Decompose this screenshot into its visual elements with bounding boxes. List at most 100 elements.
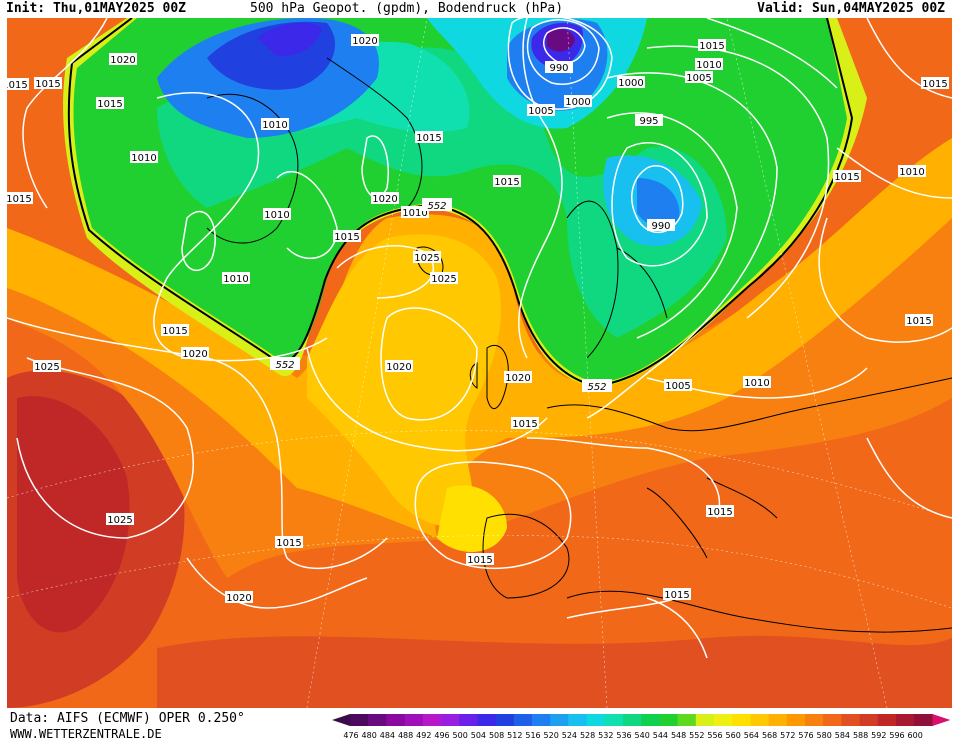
isobar-label: 1005 — [528, 106, 553, 117]
isobar-label-box — [33, 360, 61, 372]
scandinavian-low-center — [637, 178, 680, 228]
isobar-label-box — [371, 192, 399, 204]
isobar-label-box — [106, 513, 134, 525]
isobar-label-box — [130, 151, 158, 163]
isobar-label: 990 — [549, 63, 568, 74]
colorbar-tick-label: 576 — [798, 731, 813, 740]
isobar-label-box — [898, 165, 926, 177]
colorbar-tick-label: 528 — [580, 731, 595, 740]
colorbar-cell — [422, 714, 442, 726]
colorbar-tick-label: 512 — [507, 731, 522, 740]
isobar-label: 1015 — [494, 177, 519, 188]
website-label: WWW.WETTERZENTRALE.DE — [10, 727, 162, 741]
isobar-label: 1020 — [182, 349, 207, 360]
colorbar-tick-label: 504 — [471, 731, 486, 740]
colorbar-cell — [896, 714, 915, 726]
colorbar-cell — [659, 714, 679, 726]
colorbar-tick-label: 588 — [853, 731, 868, 740]
isobar-label: 1015 — [699, 41, 724, 52]
colorbar-tick-label: 584 — [835, 731, 850, 740]
isobar-label-box — [413, 251, 441, 263]
isobar-label-box — [275, 536, 303, 548]
isobar-label-box — [663, 588, 691, 600]
contour-552-label: 552 — [275, 360, 294, 371]
isobar-label-box — [181, 347, 209, 359]
colorbar-tick-label: 544 — [653, 731, 668, 740]
contour-552-label-box — [270, 357, 300, 370]
isobar-label: 1010 — [131, 153, 156, 164]
isobar-label: 1010 — [262, 120, 287, 131]
colorbar: 476 480 484 488 492 496 500 504 508 512 516 520 524 5… — [332, 714, 951, 740]
isobar-label: 1020 — [505, 373, 530, 384]
colorbar-cell — [532, 714, 551, 726]
colorbar-tick-label: 488 — [398, 731, 413, 740]
isobar-label: 1000 — [565, 97, 590, 108]
colorbar-cell — [768, 714, 788, 726]
isobar-label: 1015 — [162, 326, 187, 337]
colorbar-tick-label: 496 — [434, 731, 449, 740]
colorbar-cell — [368, 714, 387, 726]
isobar-label-box — [905, 314, 933, 326]
colorbar-cell — [604, 714, 624, 726]
isobar-label: 1015 — [467, 555, 492, 566]
contour-552-label-3: 552 — [587, 382, 606, 393]
isobar-label: 995 — [639, 116, 658, 127]
isobar-label-box — [415, 131, 443, 143]
colorbar-cell — [586, 714, 606, 726]
colorbar-tick-label: 540 — [635, 731, 650, 740]
isobar-label: 1010 — [744, 378, 769, 389]
isobar-label-box — [504, 371, 532, 383]
colorbar-cell — [841, 714, 861, 726]
isobar-label: 1010 — [899, 167, 924, 178]
isobars — [7, 18, 952, 659]
isobar-label-box — [564, 95, 592, 107]
isobar-label: 1015 — [7, 80, 28, 91]
isobar-label: 1015 — [922, 79, 947, 90]
isobar-label-box — [351, 34, 379, 46]
colorbar-tick-label: 484 — [380, 731, 395, 740]
colorbar-cell — [714, 714, 733, 726]
isobar-label: 1015 — [416, 133, 441, 144]
atlantic-ridge — [307, 234, 501, 527]
isobar-label: 1020 — [372, 194, 397, 205]
colorbar-tick-label: 516 — [525, 731, 540, 740]
isobar-label-box — [664, 379, 692, 391]
isobar-label: 1015 — [276, 538, 301, 549]
colorbar-cell — [732, 714, 751, 726]
isobar-label: 1005 — [665, 381, 690, 392]
isobar-label: 1020 — [386, 362, 411, 373]
isobar-labels: 1020 1020 1015 1015 1010 1010 1015 1015 1010 1020… — [7, 34, 949, 604]
isobar-label-box — [706, 505, 734, 517]
colorbar-cell — [550, 714, 569, 726]
highest-geopotential-core — [17, 396, 130, 633]
isobar-label-box — [96, 97, 124, 109]
arctic-purple-core — [257, 22, 322, 57]
colorbar-tick-label: 572 — [780, 731, 795, 740]
colorbar-tick-label: 532 — [598, 731, 613, 740]
colorbar-cell — [477, 714, 497, 726]
colorbar-cell — [386, 714, 406, 726]
colorbar-cell — [495, 714, 515, 726]
isobar-label: 1010 — [223, 274, 248, 285]
colorbar-tick-label: 500 — [453, 731, 468, 740]
colorbar-tick-label: 600 — [908, 731, 923, 740]
colorbar-cell — [859, 714, 879, 726]
isobar-label: 1010 — [696, 60, 721, 71]
colorbar-right-arrow — [932, 714, 951, 726]
colorbar-tick-label: 480 — [362, 731, 377, 740]
weather-map: 1020 1020 1015 1015 1010 1010 1015 1015 1010 1020… — [7, 18, 952, 708]
colorbar-cell — [441, 714, 460, 726]
colorbar-tick-label: 580 — [817, 731, 832, 740]
colorbar-cell — [677, 714, 697, 726]
colorbar-cell — [623, 714, 642, 726]
colorbar-tick-label: 508 — [489, 731, 504, 740]
isobar-label-box — [527, 104, 555, 116]
isobar-label-box — [109, 53, 137, 65]
colorbar-tick-label: 524 — [562, 731, 577, 740]
colorbar-tick-label: 536 — [616, 731, 631, 740]
isobar-label-box — [647, 219, 675, 231]
colorbar-tick-label: 592 — [871, 731, 886, 740]
southern-high-band — [157, 635, 952, 708]
colorbar-cell — [695, 714, 715, 726]
isobar-label: 1015 — [906, 316, 931, 327]
